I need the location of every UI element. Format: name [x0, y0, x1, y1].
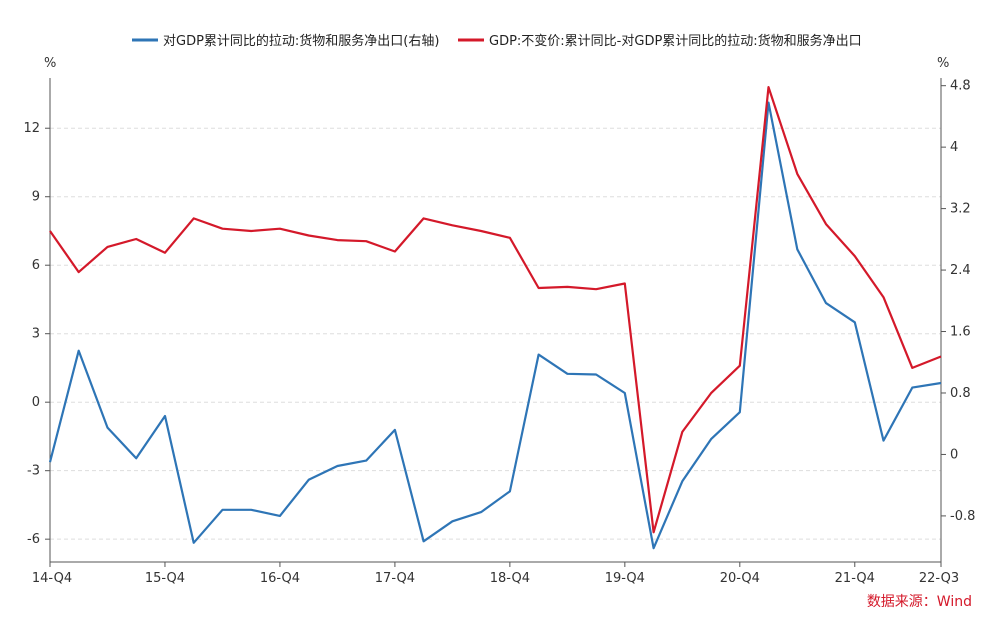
x-tick-label: 16-Q4 [260, 571, 300, 586]
series [48, 85, 942, 550]
right-tick-label: 4 [950, 140, 958, 155]
right-tick-label: -0.8 [950, 509, 975, 524]
right-axis-unit: % [937, 56, 949, 71]
series-line-2 [49, 85, 942, 534]
x-tick-label: 22-Q3 [919, 571, 959, 586]
right-tick-label: 1.6 [950, 325, 971, 340]
x-tick-label: 21-Q4 [835, 571, 875, 586]
legend-label-series-2: GDP:不变价:累计同比-对GDP累计同比的拉动:货物和服务净出口 [489, 33, 862, 49]
left-axis-ticks: 12 9 6 3 0 -3 -6 [23, 121, 50, 547]
source-note: 数据来源：Wind [867, 594, 972, 610]
left-tick-label: -3 [27, 464, 40, 479]
right-axis-ticks: 4.8 4 3.2 2.4 1.6 0.8 0 -0.8 [941, 79, 975, 524]
right-tick-label: 0.8 [950, 386, 971, 401]
right-tick-label: 3.2 [950, 202, 971, 217]
right-tick-label: 2.4 [950, 263, 971, 278]
left-tick-label: 6 [32, 258, 40, 273]
x-tick-label: 18-Q4 [490, 571, 530, 586]
left-tick-label: 0 [32, 395, 40, 410]
left-tick-label: 3 [32, 327, 40, 342]
series-line-1 [48, 101, 942, 550]
x-tick-label: 15-Q4 [145, 571, 185, 586]
x-axis-ticks: 14-Q4 15-Q4 16-Q4 17-Q4 18-Q4 19-Q4 20-Q4 21-Q4… [32, 562, 959, 586]
legend-label-series-1: 对GDP累计同比的拉动:货物和服务净出口(右轴) [163, 33, 439, 49]
x-tick-label: 17-Q4 [375, 571, 415, 586]
right-tick-label: 4.8 [950, 79, 971, 94]
left-axis-unit: % [44, 56, 56, 71]
grid [50, 127, 941, 540]
x-tick-label: 14-Q4 [32, 571, 72, 586]
legend: 对GDP累计同比的拉动:货物和服务净出口(右轴) GDP:不变价:累计同比-对G… [132, 33, 862, 49]
left-tick-label: -6 [27, 532, 40, 547]
left-tick-label: 12 [23, 121, 40, 136]
left-tick-label: 9 [32, 190, 40, 205]
right-tick-label: 0 [950, 447, 958, 462]
x-tick-label: 20-Q4 [720, 571, 760, 586]
x-tick-label: 19-Q4 [605, 571, 645, 586]
